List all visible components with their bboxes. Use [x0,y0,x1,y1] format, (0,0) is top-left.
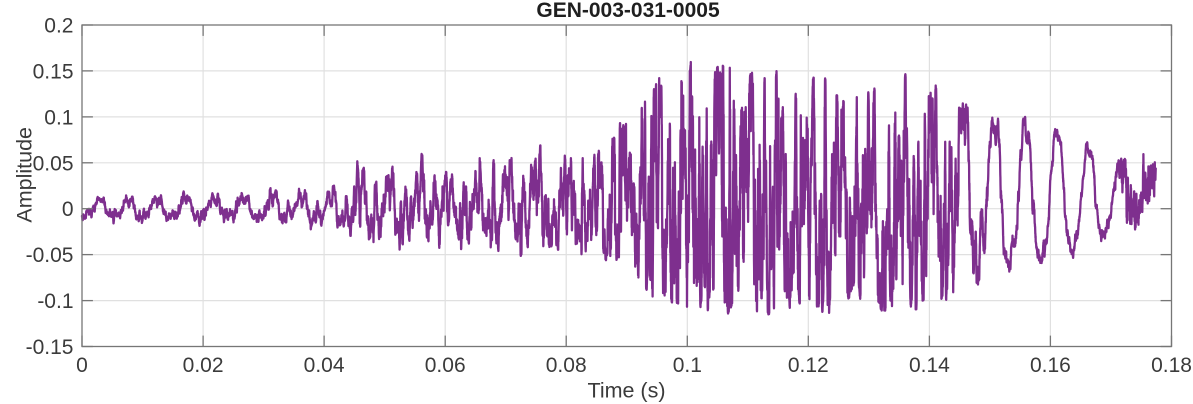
svg-text:-0.05: -0.05 [26,244,74,267]
svg-text:-0.15: -0.15 [26,336,74,359]
svg-text:0.15: 0.15 [33,60,74,83]
svg-text:Time (s): Time (s) [587,379,665,403]
svg-text:0: 0 [76,354,88,377]
svg-text:Amplitude: Amplitude [13,127,37,223]
svg-text:0.08: 0.08 [546,354,587,377]
svg-text:0.14: 0.14 [909,354,950,377]
svg-text:0.2: 0.2 [44,15,73,38]
svg-text:0.12: 0.12 [788,354,829,377]
svg-text:0.1: 0.1 [44,106,73,129]
svg-text:0: 0 [62,198,74,221]
svg-text:0.06: 0.06 [425,354,466,377]
svg-text:0.16: 0.16 [1030,354,1071,377]
svg-text:0.1: 0.1 [673,354,702,377]
svg-text:0.05: 0.05 [33,152,74,175]
svg-text:GEN-003-031-0005: GEN-003-031-0005 [536,0,720,22]
svg-text:0.18: 0.18 [1151,354,1192,377]
svg-text:-0.1: -0.1 [37,290,73,313]
svg-text:0.04: 0.04 [304,354,345,377]
svg-text:0.02: 0.02 [183,354,224,377]
